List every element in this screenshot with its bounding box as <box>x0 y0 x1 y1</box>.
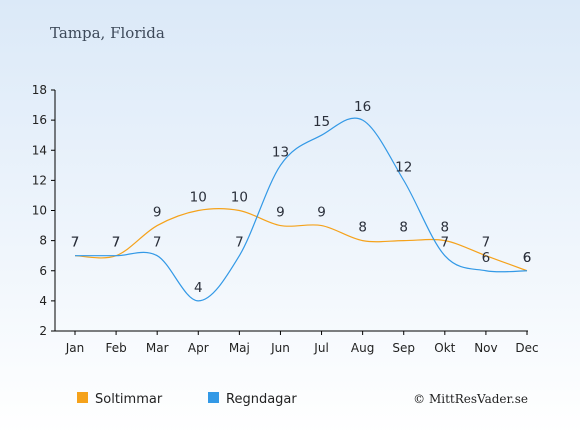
x-tick-label: Dec <box>515 341 538 355</box>
data-label-soltimmar: 9 <box>317 205 326 221</box>
data-label-soltimmar: 7 <box>482 235 491 251</box>
x-tick-label: Mar <box>146 341 169 355</box>
data-label-soltimmar: 8 <box>399 220 408 236</box>
x-tick-label: Jan <box>65 341 85 355</box>
series-line-regndagar <box>75 117 528 302</box>
series-layer <box>74 117 528 302</box>
axes: 2 4 6 8 10 12 14 16 18 Jan Feb Mar Apr Maj Jun Jul Aug Se… <box>32 83 539 355</box>
x-tick-label: Maj <box>229 341 250 355</box>
legend-swatch-soltimmar <box>77 392 88 403</box>
data-label-soltimmar: 7 <box>71 235 80 251</box>
data-label-soltimmar: 8 <box>441 220 450 236</box>
source-credit: © MittResVader.se <box>413 392 528 406</box>
data-label-regndagar: 13 <box>272 144 289 160</box>
data-label-regndagar: 7 <box>71 235 80 251</box>
legend: Soltimmar Regndagar <box>77 392 297 407</box>
y-tick-label: 10 <box>32 204 47 218</box>
data-label-regndagar: 7 <box>153 235 162 251</box>
x-tick-label: Sep <box>392 341 415 355</box>
y-tick-label: 2 <box>39 324 47 338</box>
x-tick-label: Aug <box>351 341 374 355</box>
data-label-regndagar: 6 <box>482 250 491 266</box>
data-label-regndagar: 4 <box>194 280 203 296</box>
y-tick-label: 8 <box>39 234 47 248</box>
data-label-soltimmar: 7 <box>112 235 121 251</box>
data-label-regndagar: 12 <box>395 159 412 175</box>
data-label-soltimmar: 8 <box>358 220 367 236</box>
legend-swatch-regndagar <box>208 392 219 403</box>
x-tick-label: Jul <box>313 341 328 355</box>
data-label-regndagar: 16 <box>354 99 371 115</box>
x-tick-label: Feb <box>105 341 126 355</box>
y-tick-label: 12 <box>32 173 47 187</box>
y-tick-label: 4 <box>39 294 47 308</box>
series-line-soltimmar <box>74 208 528 272</box>
legend-label-regndagar: Regndagar <box>226 392 297 407</box>
data-label-regndagar: 7 <box>112 235 121 251</box>
data-label-regndagar: 7 <box>235 235 244 251</box>
data-label-regndagar: 7 <box>441 235 450 251</box>
y-tick-label: 16 <box>32 113 47 127</box>
y-tick-label: 18 <box>32 83 47 97</box>
chart-title: Tampa, Florida <box>50 24 165 42</box>
y-tick-label: 14 <box>32 143 47 157</box>
x-tick-label: Okt <box>434 341 455 355</box>
data-label-soltimmar: 10 <box>231 190 248 206</box>
data-label-regndagar: 15 <box>313 114 330 130</box>
data-label-soltimmar: 6 <box>523 250 532 266</box>
x-tick-label: Nov <box>474 341 497 355</box>
x-tick-label: Apr <box>188 341 209 355</box>
data-label-soltimmar: 10 <box>190 190 207 206</box>
data-label-soltimmar: 9 <box>276 205 285 221</box>
x-tick-label: Jun <box>270 341 290 355</box>
data-label-regndagar: 6 <box>523 250 532 266</box>
legend-label-soltimmar: Soltimmar <box>95 392 163 407</box>
data-label-soltimmar: 9 <box>153 205 162 221</box>
y-tick-label: 6 <box>39 264 47 278</box>
